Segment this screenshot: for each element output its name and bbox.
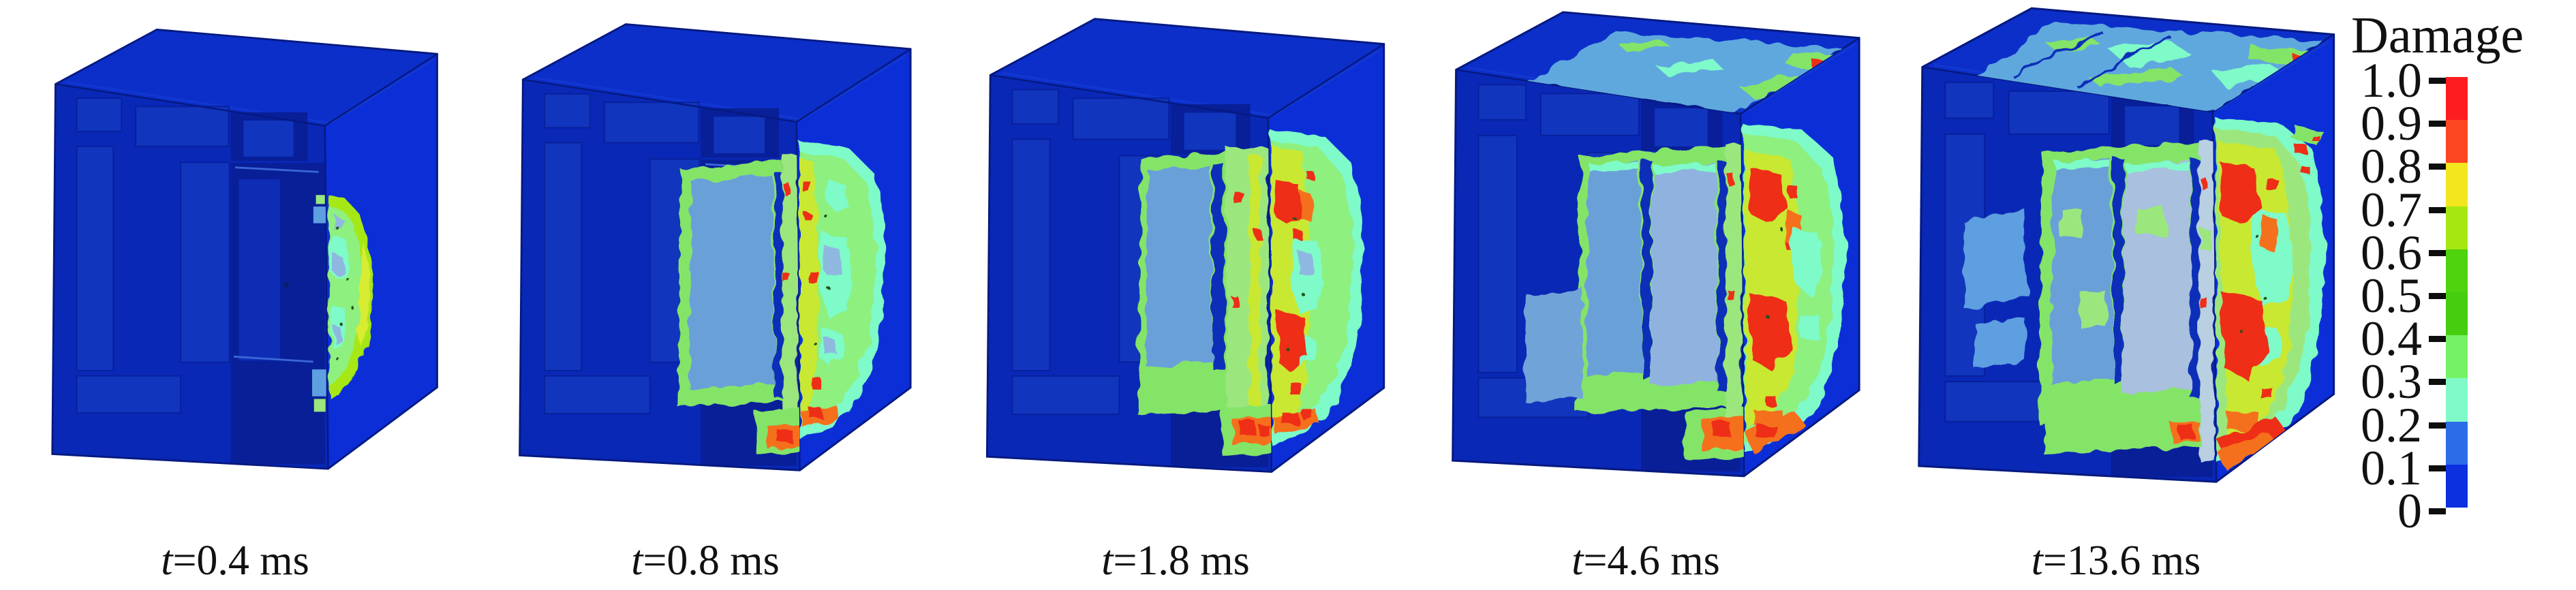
colorbar-tick-mark	[2429, 422, 2446, 429]
front-wall-damage-overlay	[1524, 144, 1745, 459]
time-value: =1.8 ms	[1113, 538, 1250, 584]
colorbar-tick-label: 0.8	[2361, 139, 2422, 193]
frame-panel-2: t=0.8 ms	[470, 0, 940, 590]
time-caption-1: t=0.4 ms	[0, 537, 470, 590]
colorbar-band	[2446, 378, 2468, 422]
colorbar-tick-mark	[2429, 164, 2446, 170]
side-wall-damage-overlay	[799, 141, 885, 440]
colorbar-tick-label: 0.2	[2361, 398, 2422, 452]
colorbar-band	[2446, 292, 2468, 336]
colorbar-tick-mark	[2429, 250, 2446, 256]
frame-panel-3: t=1.8 ms	[940, 0, 1411, 590]
time-value: =0.8 ms	[643, 538, 780, 584]
front-wall-damage-overlay	[1962, 140, 2215, 461]
time-variable: t	[1101, 538, 1114, 584]
side-wall-damage-overlay	[328, 195, 373, 397]
colorbar-tick-mark	[2429, 508, 2446, 514]
colorbar-tick-label: 1.0	[2361, 53, 2422, 108]
damage-contour-view-5	[1918, 7, 2335, 483]
time-caption-3: t=1.8 ms	[940, 537, 1411, 590]
frame-panel-1: t=0.4 ms	[0, 0, 470, 590]
side-wall-damage-overlay	[1743, 123, 1845, 454]
colorbar-tick-mark	[2429, 78, 2446, 84]
colorbar: Damage 1.0 0.9 0.8 0.7 0.6 0.5 0.4 0.3 0…	[2351, 0, 2576, 590]
colorbar-tick-label: 0	[2397, 484, 2422, 538]
time-variable: t	[2031, 538, 2043, 584]
time-variable: t	[161, 538, 173, 584]
colorbar-band	[2446, 464, 2468, 508]
colorbar-tick-mark	[2429, 336, 2446, 342]
roof-damage-overlay	[1528, 31, 1844, 113]
colorbar-band	[2446, 421, 2468, 465]
colorbar-tick-label: 0.3	[2361, 354, 2422, 409]
front-wall-damage-overlay	[1138, 147, 1272, 454]
time-value: =0.4 ms	[172, 538, 309, 584]
damage-contour-view-4	[1452, 11, 1860, 478]
colorbar-tick-mark	[2429, 465, 2446, 471]
colorbar-tick-label: 0.4	[2361, 311, 2422, 366]
colorbar-band	[2446, 335, 2468, 379]
colorbar-tick-label: 0.1	[2361, 441, 2422, 495]
damage-contour-view-3	[985, 18, 1385, 473]
time-caption-5: t=13.6 ms	[1881, 537, 2351, 590]
colorbar-gradient	[2446, 77, 2468, 508]
colorbar-band	[2446, 163, 2468, 206]
side-wall-damage-overlay	[1270, 129, 1364, 446]
colorbar-tick-label: 0.7	[2361, 183, 2422, 237]
colorbar-band	[2446, 206, 2468, 249]
colorbar-band	[2446, 77, 2468, 121]
time-value: =4.6 ms	[1583, 538, 1720, 584]
time-variable: t	[631, 538, 643, 584]
colorbar-tick-mark	[2429, 121, 2446, 127]
colorbar-band	[2446, 120, 2468, 164]
colorbar-tick-mark	[2429, 207, 2446, 213]
side-wall-damage-overlay	[2215, 117, 2325, 470]
colorbar-tick-label: 0.9	[2361, 96, 2422, 151]
damage-contour-view-1	[51, 28, 438, 470]
time-variable: t	[1571, 538, 1584, 584]
front-wall-damage-overlay	[311, 195, 326, 412]
colorbar-tick-mark	[2429, 293, 2446, 299]
frame-panel-5: t=13.6 ms	[1881, 0, 2351, 590]
colorbar-band	[2446, 249, 2468, 293]
front-wall-damage-overlay	[677, 154, 800, 453]
time-caption-2: t=0.8 ms	[470, 537, 940, 590]
colorbar-tick-label: 0.6	[2361, 226, 2422, 280]
colorbar-tick-label: 0.5	[2361, 268, 2422, 323]
colorbar-title: Damage	[2351, 7, 2524, 64]
time-value: =13.6 ms	[2042, 538, 2201, 584]
frame-panel-4: t=4.6 ms	[1411, 0, 1881, 590]
time-caption-4: t=4.6 ms	[1411, 537, 1881, 590]
damage-contour-view-2	[519, 23, 912, 471]
colorbar-tick-mark	[2429, 379, 2446, 385]
